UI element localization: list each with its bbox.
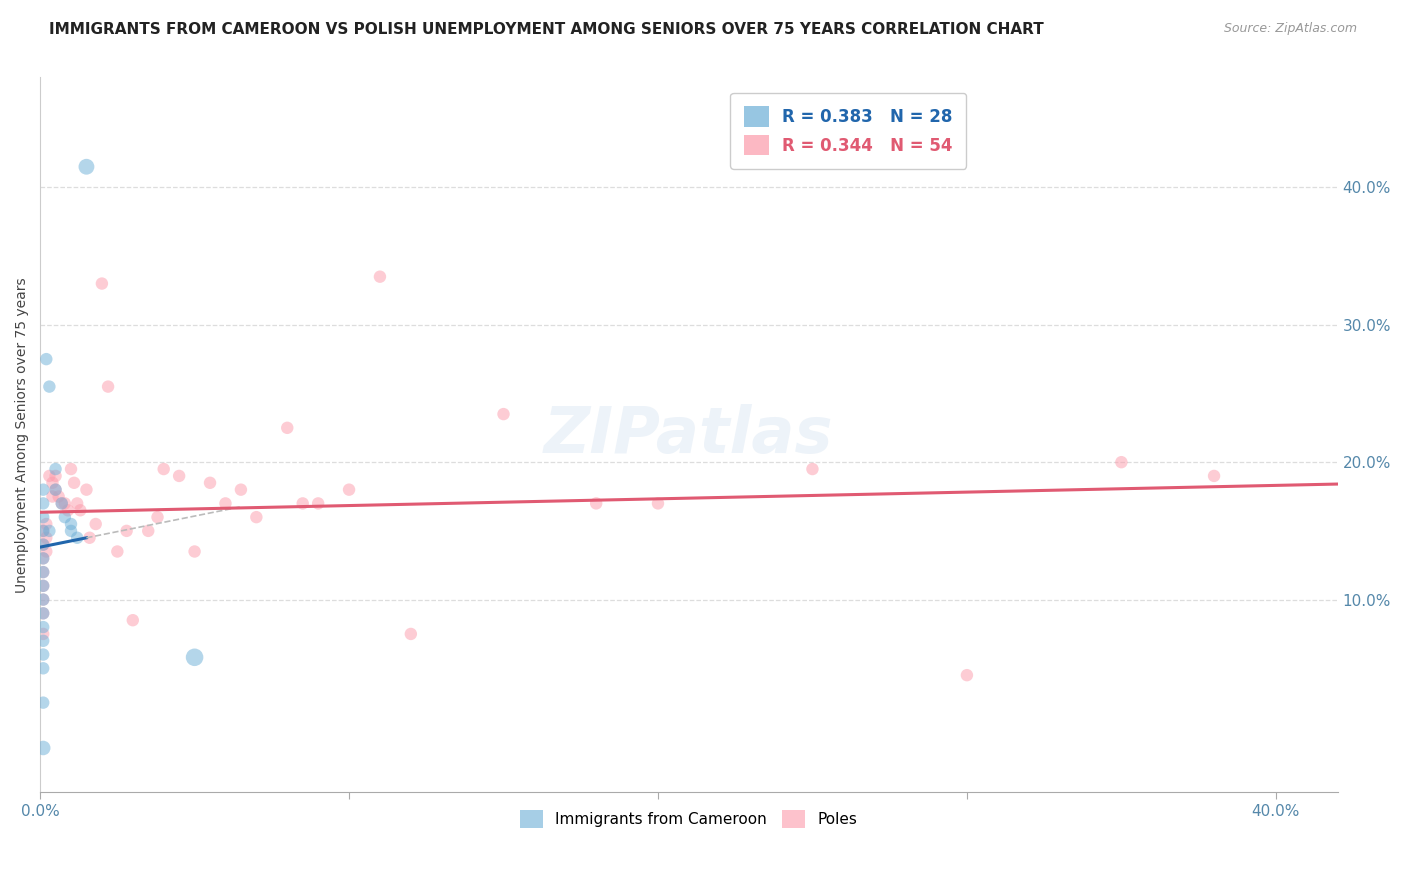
Point bbox=[38, 469, 60, 483]
Point bbox=[32, 696, 55, 710]
Point bbox=[183, 544, 205, 558]
Point bbox=[84, 516, 107, 531]
Point bbox=[32, 551, 55, 566]
Point bbox=[214, 496, 236, 510]
Point bbox=[1111, 455, 1133, 469]
Point bbox=[32, 633, 55, 648]
Point bbox=[51, 496, 73, 510]
Point bbox=[198, 475, 221, 490]
Point bbox=[229, 483, 252, 497]
Point bbox=[115, 524, 138, 538]
Point bbox=[183, 650, 205, 665]
Point bbox=[48, 490, 70, 504]
Point bbox=[35, 516, 58, 531]
Point bbox=[146, 510, 169, 524]
Point bbox=[60, 524, 83, 538]
Point bbox=[79, 531, 101, 545]
Point bbox=[32, 741, 55, 756]
Point bbox=[152, 462, 174, 476]
Point bbox=[60, 462, 83, 476]
Point bbox=[41, 475, 63, 490]
Text: ZIPatlas: ZIPatlas bbox=[544, 404, 834, 466]
Point bbox=[585, 496, 607, 510]
Point bbox=[647, 496, 669, 510]
Point bbox=[32, 565, 55, 579]
Legend: Immigrants from Cameroon, Poles: Immigrants from Cameroon, Poles bbox=[515, 804, 863, 834]
Point bbox=[97, 379, 120, 393]
Point bbox=[35, 352, 58, 367]
Point bbox=[276, 421, 298, 435]
Point bbox=[337, 483, 360, 497]
Point bbox=[32, 565, 55, 579]
Point bbox=[492, 407, 515, 421]
Point bbox=[32, 592, 55, 607]
Point bbox=[32, 510, 55, 524]
Point bbox=[38, 524, 60, 538]
Point bbox=[66, 496, 89, 510]
Point bbox=[32, 607, 55, 621]
Point bbox=[35, 544, 58, 558]
Point bbox=[399, 627, 422, 641]
Point bbox=[32, 524, 55, 538]
Point bbox=[105, 544, 128, 558]
Point bbox=[801, 462, 824, 476]
Point bbox=[32, 579, 55, 593]
Point bbox=[32, 661, 55, 675]
Point bbox=[32, 538, 55, 552]
Point bbox=[136, 524, 159, 538]
Point bbox=[75, 483, 97, 497]
Point bbox=[368, 269, 391, 284]
Point bbox=[53, 496, 76, 510]
Text: Source: ZipAtlas.com: Source: ZipAtlas.com bbox=[1223, 22, 1357, 36]
Point bbox=[291, 496, 314, 510]
Point bbox=[75, 160, 97, 174]
Point bbox=[32, 592, 55, 607]
Point bbox=[45, 469, 67, 483]
Point bbox=[32, 620, 55, 634]
Point bbox=[32, 648, 55, 662]
Point bbox=[956, 668, 979, 682]
Point bbox=[307, 496, 329, 510]
Point bbox=[60, 516, 83, 531]
Text: IMMIGRANTS FROM CAMEROON VS POLISH UNEMPLOYMENT AMONG SENIORS OVER 75 YEARS CORR: IMMIGRANTS FROM CAMEROON VS POLISH UNEMP… bbox=[49, 22, 1045, 37]
Point bbox=[45, 483, 67, 497]
Y-axis label: Unemployment Among Seniors over 75 years: Unemployment Among Seniors over 75 years bbox=[15, 277, 30, 592]
Point bbox=[56, 503, 79, 517]
Point bbox=[32, 483, 55, 497]
Point bbox=[41, 490, 63, 504]
Point bbox=[32, 524, 55, 538]
Point bbox=[32, 627, 55, 641]
Point bbox=[32, 538, 55, 552]
Point bbox=[90, 277, 112, 291]
Point bbox=[245, 510, 267, 524]
Point bbox=[53, 510, 76, 524]
Point bbox=[32, 607, 55, 621]
Point bbox=[32, 579, 55, 593]
Point bbox=[51, 496, 73, 510]
Point bbox=[45, 483, 67, 497]
Point bbox=[45, 462, 67, 476]
Point bbox=[1202, 469, 1225, 483]
Point bbox=[35, 531, 58, 545]
Point bbox=[32, 551, 55, 566]
Point bbox=[38, 379, 60, 393]
Point bbox=[167, 469, 190, 483]
Point bbox=[66, 531, 89, 545]
Point bbox=[121, 613, 143, 627]
Point bbox=[32, 496, 55, 510]
Point bbox=[63, 475, 86, 490]
Point bbox=[69, 503, 91, 517]
